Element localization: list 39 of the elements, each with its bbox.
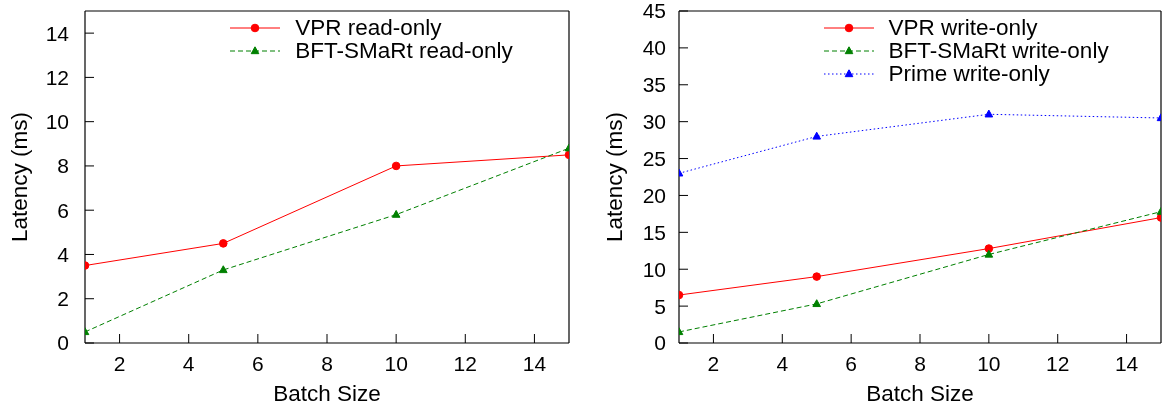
y-tick-label: 6 xyxy=(57,198,69,222)
y-tick-label: 10 xyxy=(642,257,666,281)
y-tick-label: 35 xyxy=(642,73,666,97)
y-axis-title: Latency (ms) xyxy=(601,111,627,243)
x-tick-label: 4 xyxy=(776,351,789,375)
x-tick-label: 2 xyxy=(113,351,126,375)
x-tick-label: 8 xyxy=(914,351,926,375)
y-tick-label: 12 xyxy=(45,65,69,89)
y-tick-label: 5 xyxy=(654,294,666,318)
x-tick-label: 2 xyxy=(707,351,720,375)
x-axis-title: Batch Size xyxy=(866,380,974,406)
y-tick-label: 10 xyxy=(45,110,69,134)
y-tick-label: 4 xyxy=(57,242,70,266)
y-tick-label: 15 xyxy=(642,220,666,244)
y-tick-label: 25 xyxy=(642,147,666,171)
x-tick-label: 14 xyxy=(522,351,547,375)
x-tick-label: 10 xyxy=(977,351,1001,375)
x-axis-title: Batch Size xyxy=(273,380,381,406)
y-tick-label: 30 xyxy=(642,110,666,134)
y-tick-label: 2 xyxy=(57,287,69,311)
x-tick-label: 4 xyxy=(182,351,195,375)
x-tick-label: 14 xyxy=(1114,351,1139,375)
y-tick-label: 8 xyxy=(57,154,69,178)
x-tick-label: 10 xyxy=(384,351,408,375)
y-tick-label: 20 xyxy=(642,183,666,207)
legend-label: Prime write-only xyxy=(888,60,1050,86)
legend-label: VPR write-only xyxy=(888,15,1038,40)
legend-label: VPR read-only xyxy=(295,15,442,40)
x-tick-label: 6 xyxy=(845,351,857,375)
y-tick-label: 14 xyxy=(45,21,70,45)
x-tick-label: 8 xyxy=(321,351,333,375)
y-tick-label: 45 xyxy=(642,0,666,23)
x-tick-label: 12 xyxy=(453,351,477,375)
y-tick-label: 0 xyxy=(654,331,666,355)
x-tick-label: 12 xyxy=(1046,351,1070,375)
x-tick-label: 6 xyxy=(252,351,264,375)
y-tick-label: 0 xyxy=(57,331,69,355)
y-axis-title: Latency (ms) xyxy=(6,111,32,243)
y-tick-label: 40 xyxy=(642,36,666,60)
